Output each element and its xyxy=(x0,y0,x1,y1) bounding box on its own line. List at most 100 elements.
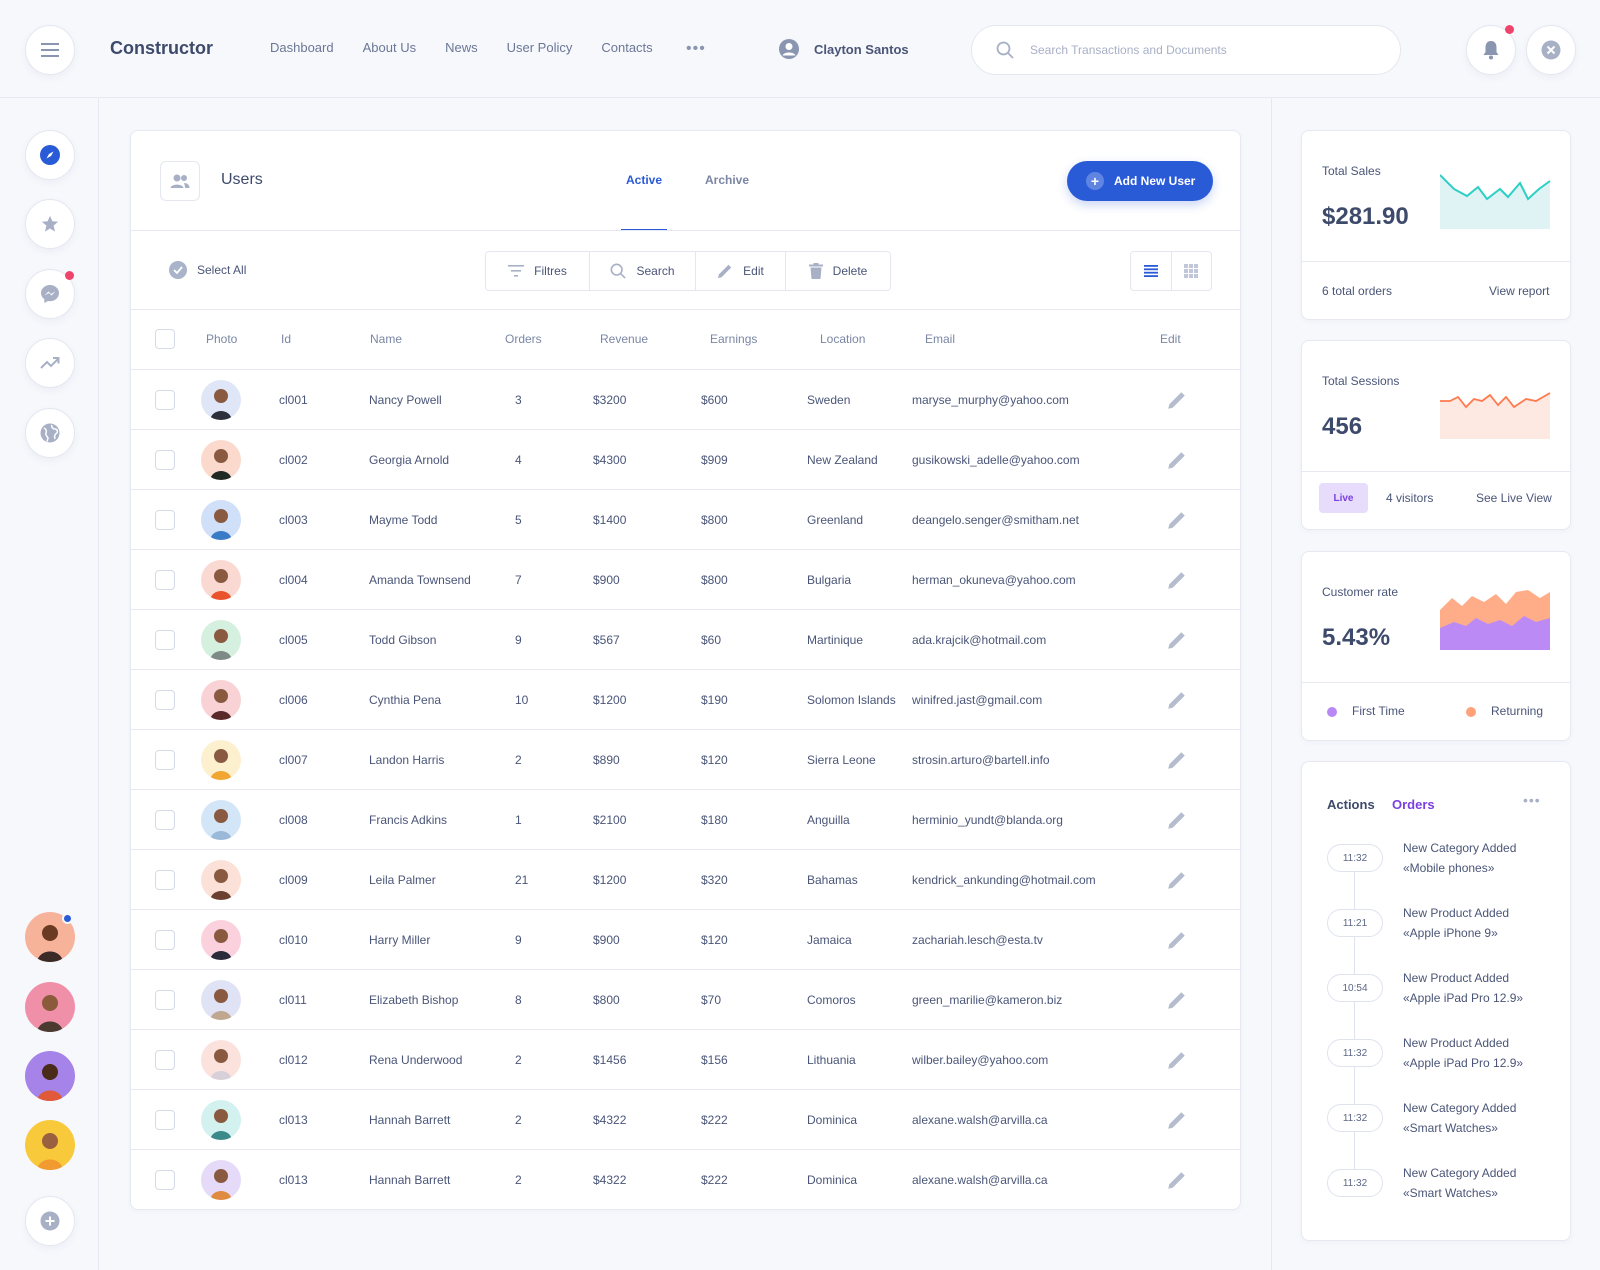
nav-user-policy[interactable]: User Policy xyxy=(506,40,573,55)
column-header[interactable]: Name xyxy=(370,332,403,346)
table-row[interactable]: cl008 Francis Adkins 1 $2100 $180 Anguilla her… xyxy=(131,789,1240,849)
row-checkbox[interactable] xyxy=(155,570,175,590)
tab-archive[interactable]: Archive xyxy=(705,173,750,187)
column-header[interactable]: Edit xyxy=(1160,332,1181,346)
team-avatar[interactable] xyxy=(25,982,75,1032)
sidebar-explore-button[interactable] xyxy=(25,130,75,180)
column-header[interactable]: Location xyxy=(820,332,866,346)
header-checkbox[interactable] xyxy=(155,329,175,349)
row-edit-button[interactable] xyxy=(1167,990,1187,1015)
row-checkbox[interactable] xyxy=(155,930,175,950)
row-edit-button[interactable] xyxy=(1167,390,1187,415)
brand-logo[interactable]: Constructor xyxy=(110,38,213,58)
filters-button[interactable]: Filtres xyxy=(486,252,590,290)
nav-about-us[interactable]: About Us xyxy=(362,40,417,55)
table-row[interactable]: cl010 Harry Miller 9 $900 $120 Jamaica zachari… xyxy=(131,909,1240,969)
tab-actions[interactable]: Actions xyxy=(1327,797,1375,812)
event-entry[interactable]: New Product Added «Apple iPad Pro 12.9» xyxy=(1403,1033,1523,1073)
row-edit-button[interactable] xyxy=(1167,450,1187,475)
tab-orders[interactable]: Orders xyxy=(1392,797,1435,812)
row-edit-button[interactable] xyxy=(1167,570,1187,595)
grid-icon xyxy=(1184,264,1199,278)
avatar xyxy=(201,680,241,720)
row-edit-button[interactable] xyxy=(1167,750,1187,775)
cell-id: cl011 xyxy=(279,993,307,1007)
column-header[interactable]: Revenue xyxy=(600,332,649,346)
search-input[interactable] xyxy=(1030,43,1370,57)
sidebar-analytics-button[interactable] xyxy=(25,338,75,388)
row-checkbox[interactable] xyxy=(155,690,175,710)
avatar xyxy=(201,980,241,1020)
tab-active[interactable]: Active xyxy=(626,173,663,187)
team-avatar[interactable] xyxy=(25,1051,75,1101)
row-checkbox[interactable] xyxy=(155,630,175,650)
event-entry[interactable]: New Product Added «Apple iPhone 9» xyxy=(1403,903,1509,943)
row-edit-button[interactable] xyxy=(1167,1050,1187,1075)
row-edit-button[interactable] xyxy=(1167,690,1187,715)
row-edit-button[interactable] xyxy=(1167,810,1187,835)
row-checkbox[interactable] xyxy=(155,1170,175,1190)
table-row[interactable]: cl009 Leila Palmer 21 $1200 $320 Bahamas kendr… xyxy=(131,849,1240,909)
table-row[interactable]: cl007 Landon Harris 2 $890 $120 Sierra Leone s… xyxy=(131,729,1240,789)
edit-tool-button[interactable]: Edit xyxy=(696,252,786,290)
table-row[interactable]: cl013 Hannah Barrett 2 $4322 $222 Dominica ale… xyxy=(131,1149,1240,1209)
row-checkbox[interactable] xyxy=(155,810,175,830)
close-button[interactable] xyxy=(1526,25,1576,75)
row-edit-button[interactable] xyxy=(1167,930,1187,955)
row-checkbox[interactable] xyxy=(155,1110,175,1130)
event-entry[interactable]: New Category Added «Smart Watches» xyxy=(1403,1163,1516,1203)
row-edit-button[interactable] xyxy=(1167,630,1187,655)
search-tool-button[interactable]: Search xyxy=(590,252,696,290)
menu-button[interactable] xyxy=(25,25,75,75)
nav-more-button[interactable]: ••• xyxy=(686,40,706,57)
add-new-user-button[interactable]: + Add New User xyxy=(1067,161,1213,201)
table-row[interactable]: cl002 Georgia Arnold 4 $4300 $909 New Zealand… xyxy=(131,429,1240,489)
row-edit-button[interactable] xyxy=(1167,510,1187,535)
add-member-button[interactable] xyxy=(25,1196,75,1246)
see-live-view-link[interactable]: See Live View xyxy=(1476,491,1552,505)
list-view-button[interactable] xyxy=(1131,252,1172,290)
table-row[interactable]: cl001 Nancy Powell 3 $3200 $600 Sweden maryse_… xyxy=(131,369,1240,429)
search-bar[interactable] xyxy=(971,25,1401,75)
avatar xyxy=(201,440,241,480)
sidebar-globe-button[interactable] xyxy=(25,408,75,458)
nav-contacts[interactable]: Contacts xyxy=(601,40,653,55)
table-row[interactable]: cl012 Rena Underwood 2 $1456 $156 Lithuania wi… xyxy=(131,1029,1240,1089)
table-row[interactable]: cl004 Amanda Townsend 7 $900 $800 Bulgaria her… xyxy=(131,549,1240,609)
grid-view-button[interactable] xyxy=(1172,252,1212,290)
event-entry[interactable]: New Product Added «Apple iPad Pro 12.9» xyxy=(1403,968,1523,1008)
row-checkbox[interactable] xyxy=(155,1050,175,1070)
table-row[interactable]: cl011 Elizabeth Bishop 8 $800 $70 Comoros gree… xyxy=(131,969,1240,1029)
column-header[interactable]: Orders xyxy=(505,332,542,346)
delete-tool-button[interactable]: Delete xyxy=(786,252,890,290)
sidebar-favorites-button[interactable] xyxy=(25,199,75,249)
column-header[interactable]: Email xyxy=(925,332,956,346)
row-checkbox[interactable] xyxy=(155,390,175,410)
user-menu[interactable]: Clayton Santos xyxy=(778,38,909,60)
table-row[interactable]: cl006 Cynthia Pena 10 $1200 $190 Solomon Isla… xyxy=(131,669,1240,729)
add-new-user-label: Add New User xyxy=(1114,174,1196,188)
activity-more-button[interactable]: ••• xyxy=(1523,792,1541,808)
table-row[interactable]: cl013 Hannah Barrett 2 $4322 $222 Dominica ale… xyxy=(131,1089,1240,1149)
row-edit-button[interactable] xyxy=(1167,1170,1187,1195)
team-avatar[interactable] xyxy=(25,1120,75,1170)
row-edit-button[interactable] xyxy=(1167,1110,1187,1135)
column-header[interactable]: Earnings xyxy=(710,332,758,346)
row-edit-button[interactable] xyxy=(1167,870,1187,895)
row-checkbox[interactable] xyxy=(155,450,175,470)
table-row[interactable]: cl005 Todd Gibson 9 $567 $60 Martinique ada.kr… xyxy=(131,609,1240,669)
row-checkbox[interactable] xyxy=(155,750,175,770)
select-all-toggle[interactable]: Select All xyxy=(169,261,246,279)
row-checkbox[interactable] xyxy=(155,870,175,890)
column-header[interactable]: Id xyxy=(281,332,292,346)
event-entry[interactable]: New Category Added «Smart Watches» xyxy=(1403,1098,1516,1138)
nav-news[interactable]: News xyxy=(445,40,478,55)
table-row[interactable]: cl003 Mayme Todd 5 $1400 $800 Greenland deange… xyxy=(131,489,1240,549)
row-checkbox[interactable] xyxy=(155,510,175,530)
event-entry[interactable]: New Category Added «Mobile phones» xyxy=(1403,838,1516,878)
row-checkbox[interactable] xyxy=(155,990,175,1010)
pencil-icon xyxy=(1168,872,1185,889)
view-report-link[interactable]: View report xyxy=(1489,284,1550,298)
column-header[interactable]: Photo xyxy=(206,332,238,346)
nav-dashboard[interactable]: Dashboard xyxy=(270,40,334,55)
